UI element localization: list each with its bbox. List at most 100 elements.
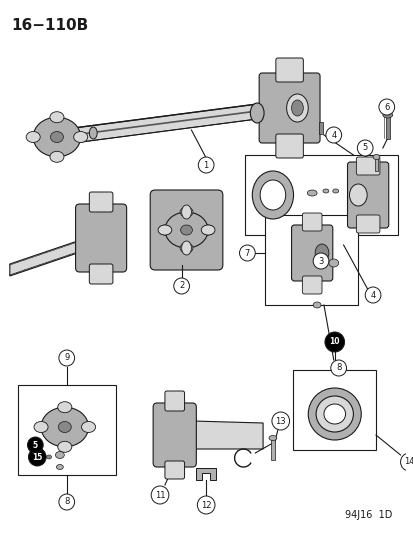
Ellipse shape <box>50 112 64 123</box>
Ellipse shape <box>50 132 63 142</box>
Text: 4: 4 <box>370 290 375 300</box>
Ellipse shape <box>328 259 338 267</box>
Ellipse shape <box>322 189 328 193</box>
Circle shape <box>59 350 74 366</box>
FancyBboxPatch shape <box>153 403 196 467</box>
Ellipse shape <box>181 205 191 219</box>
Ellipse shape <box>372 155 379 159</box>
Ellipse shape <box>382 112 392 118</box>
Ellipse shape <box>306 190 316 196</box>
Ellipse shape <box>81 422 95 432</box>
Circle shape <box>330 360 346 376</box>
Polygon shape <box>10 239 83 276</box>
Polygon shape <box>192 421 262 449</box>
Circle shape <box>27 437 43 453</box>
Text: 7: 7 <box>244 248 249 257</box>
Circle shape <box>312 253 328 269</box>
Ellipse shape <box>201 225 214 235</box>
FancyBboxPatch shape <box>76 204 126 272</box>
Text: 4: 4 <box>330 131 336 140</box>
Text: 5: 5 <box>362 143 367 152</box>
Ellipse shape <box>314 244 328 262</box>
Ellipse shape <box>33 117 81 157</box>
Polygon shape <box>78 232 79 251</box>
Circle shape <box>28 448 46 466</box>
Circle shape <box>239 245 255 261</box>
Bar <box>318 122 322 134</box>
Circle shape <box>59 494 74 510</box>
Bar <box>245 155 396 235</box>
Circle shape <box>173 278 189 294</box>
Circle shape <box>399 453 413 471</box>
Text: 11: 11 <box>154 490 165 499</box>
Ellipse shape <box>332 189 338 193</box>
Text: 9: 9 <box>64 353 69 362</box>
FancyBboxPatch shape <box>291 225 332 281</box>
Ellipse shape <box>47 455 51 459</box>
FancyBboxPatch shape <box>356 215 379 233</box>
Ellipse shape <box>268 435 276 440</box>
Text: 13: 13 <box>275 416 285 425</box>
Ellipse shape <box>259 180 285 210</box>
Ellipse shape <box>286 94 308 122</box>
Ellipse shape <box>158 225 171 235</box>
Ellipse shape <box>180 243 192 253</box>
Ellipse shape <box>58 422 71 432</box>
FancyBboxPatch shape <box>347 162 388 228</box>
Text: 15: 15 <box>32 453 43 462</box>
Ellipse shape <box>41 407 88 447</box>
Text: 1: 1 <box>203 160 208 169</box>
FancyBboxPatch shape <box>164 391 184 411</box>
Ellipse shape <box>34 422 48 432</box>
Circle shape <box>378 99 394 115</box>
Circle shape <box>356 140 372 156</box>
Ellipse shape <box>164 212 208 248</box>
Text: 94J16  1D: 94J16 1D <box>344 510 392 520</box>
Ellipse shape <box>323 404 345 424</box>
Ellipse shape <box>349 184 366 206</box>
Bar <box>18 385 116 475</box>
Ellipse shape <box>252 171 293 219</box>
Circle shape <box>151 486 169 504</box>
FancyBboxPatch shape <box>164 461 184 479</box>
Ellipse shape <box>308 388 361 440</box>
Ellipse shape <box>58 402 71 413</box>
FancyBboxPatch shape <box>356 157 379 175</box>
Text: 8: 8 <box>64 497 69 506</box>
Ellipse shape <box>316 396 353 432</box>
Ellipse shape <box>250 103 263 123</box>
Text: 5: 5 <box>33 440 38 449</box>
Circle shape <box>198 157 214 173</box>
Circle shape <box>324 332 344 352</box>
Circle shape <box>364 287 380 303</box>
Ellipse shape <box>312 302 320 308</box>
Ellipse shape <box>181 241 191 255</box>
FancyBboxPatch shape <box>259 73 319 143</box>
Circle shape <box>271 412 289 430</box>
Ellipse shape <box>201 225 214 235</box>
Bar <box>264 215 358 305</box>
FancyBboxPatch shape <box>150 190 222 270</box>
FancyBboxPatch shape <box>301 276 321 294</box>
FancyBboxPatch shape <box>89 264 113 284</box>
Ellipse shape <box>50 151 64 163</box>
Ellipse shape <box>58 441 71 453</box>
Bar <box>270 438 274 460</box>
Circle shape <box>325 127 341 143</box>
Text: 12: 12 <box>200 500 211 510</box>
Polygon shape <box>74 103 264 143</box>
FancyBboxPatch shape <box>89 192 113 212</box>
Ellipse shape <box>180 225 192 235</box>
Text: 10: 10 <box>329 337 339 346</box>
Text: 6: 6 <box>383 102 389 111</box>
FancyBboxPatch shape <box>275 58 303 82</box>
Text: 3: 3 <box>318 256 323 265</box>
Text: 8: 8 <box>335 364 341 373</box>
FancyBboxPatch shape <box>301 213 321 231</box>
Bar <box>374 157 377 171</box>
Text: 14: 14 <box>403 457 413 466</box>
Ellipse shape <box>180 207 192 217</box>
FancyBboxPatch shape <box>275 134 303 158</box>
Ellipse shape <box>74 132 88 142</box>
Ellipse shape <box>89 127 97 139</box>
